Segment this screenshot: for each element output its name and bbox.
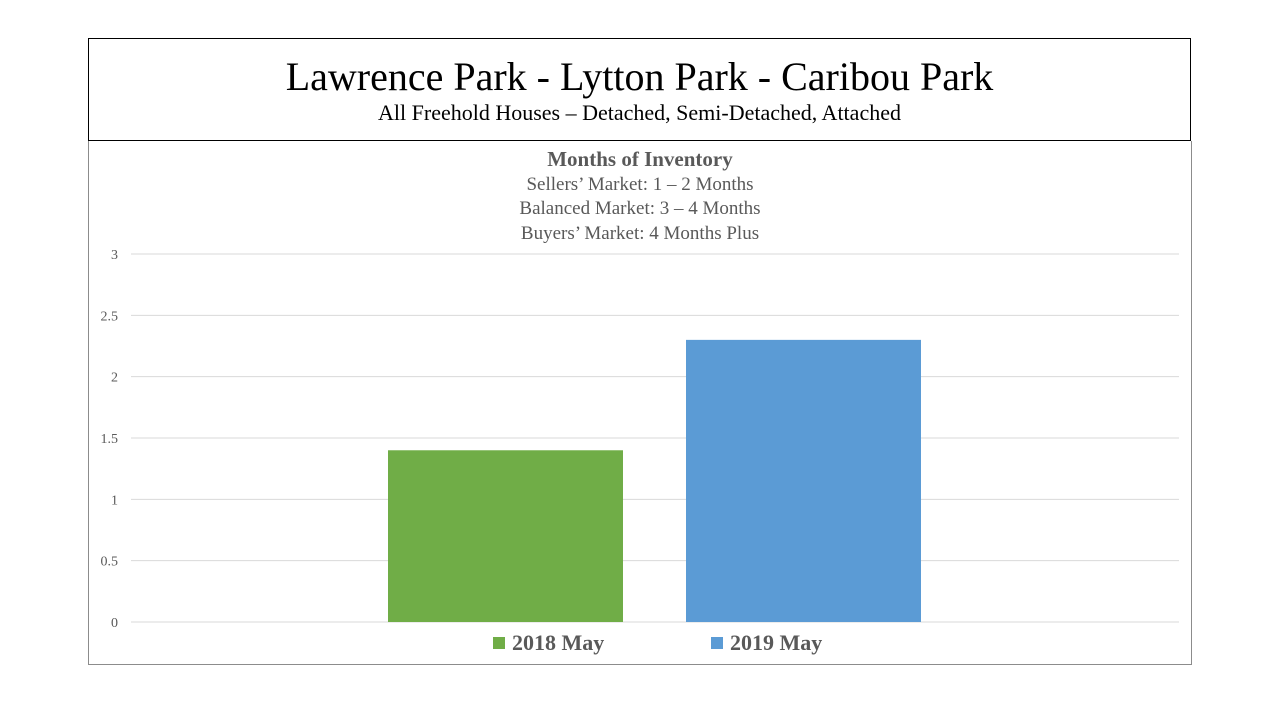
chart-subtitle-sellers: Sellers’ Market: 1 – 2 Months [526, 174, 754, 195]
legend-swatch-2018-may [493, 637, 505, 649]
legend-swatch-2019-may [711, 637, 723, 649]
page-title: Lawrence Park - Lytton Park - Caribou Pa… [285, 54, 994, 99]
chart-container: Months of Inventory Sellers’ Market: 1 –… [88, 141, 1192, 665]
y-tick-label: 1.5 [101, 432, 119, 447]
chart-subtitle-balanced: Balanced Market: 3 – 4 Months [519, 198, 761, 219]
y-tick-label: 2 [111, 371, 118, 386]
bar-chart-plot: 0 0.5 1 1.5 2 2.5 3 [101, 248, 1179, 631]
y-tick-label: 1 [111, 493, 118, 508]
page-subtitle: All Freehold Houses – Detached, Semi-Det… [378, 100, 901, 125]
legend-item-2018-may: 2018 May [493, 630, 604, 656]
y-tick-label: 0.5 [101, 555, 119, 570]
chart-legend: 2018 May 2019 May [89, 630, 1191, 658]
header-title-box: Lawrence Park - Lytton Park - Caribou Pa… [88, 38, 1191, 141]
y-tick-label: 2.5 [101, 309, 119, 324]
chart-title: Months of Inventory [547, 147, 733, 171]
y-tick-label: 0 [111, 616, 118, 631]
bar-2019-may [686, 339, 921, 622]
bar-2018-may [388, 450, 623, 622]
legend-label-2019-may: 2019 May [730, 630, 823, 655]
y-tick-label: 3 [111, 248, 118, 263]
chart-subtitle-buyers: Buyers’ Market: 4 Months Plus [520, 223, 760, 244]
legend-label-2018-may: 2018 May [512, 630, 605, 655]
legend-item-2019-may: 2019 May [711, 630, 822, 656]
